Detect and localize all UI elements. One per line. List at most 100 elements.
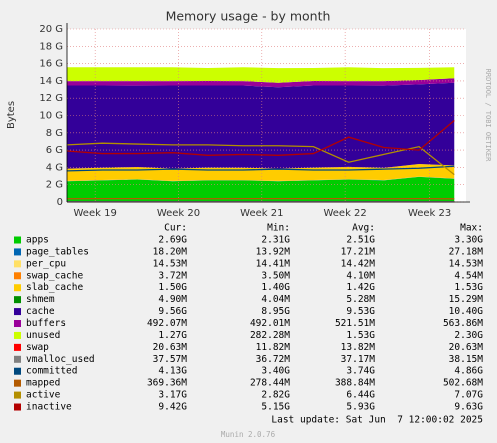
y-tick-label: 14 G: [39, 76, 63, 87]
legend-swatch: [14, 308, 21, 316]
legend-stat: 2.51G: [346, 235, 375, 246]
side-text: RRDTOOL / TOBI OETIKER: [484, 69, 492, 163]
legend-stat: 20.63M: [449, 342, 484, 353]
legend-stat: 5.28M: [346, 294, 375, 305]
legend-name: vmalloc_used: [26, 354, 95, 365]
legend-swatch: [14, 248, 21, 256]
legend-stat: 2.31G: [261, 235, 290, 246]
legend-stat: 4.04M: [261, 294, 290, 305]
y-tick-label: 2 G: [46, 180, 63, 191]
legend-swatch: [14, 403, 21, 411]
legend-name: active: [26, 390, 61, 401]
stacked-area: [67, 176, 455, 182]
legend-stat: 388.84M: [335, 378, 375, 389]
legend-stat: 37.17M: [341, 354, 376, 365]
legend-stat: 282.28M: [250, 330, 290, 341]
legend-stat: 14.41M: [256, 258, 291, 269]
legend-stat: 5.15G: [261, 402, 290, 413]
x-tick-label: Week 19: [74, 208, 117, 219]
y-tick-label: 0: [57, 197, 63, 208]
legend-stat: 1.53G: [454, 282, 483, 293]
stacked-area: [67, 82, 455, 169]
chart-title: Memory usage - by month: [166, 9, 331, 24]
legend-stat: 7.07G: [454, 390, 483, 401]
legend-stat: 1.40G: [261, 282, 290, 293]
legend-name: page_tables: [26, 246, 89, 257]
legend-stat: 27.18M: [449, 246, 484, 257]
y-tick-label: 10 G: [39, 111, 63, 122]
legend-stat: 369.36M: [147, 378, 187, 389]
legend-stat: 521.51M: [335, 318, 375, 329]
x-tick-label: Week 20: [157, 208, 200, 219]
legend-swatch: [14, 355, 21, 363]
legend-stat: 9.53G: [346, 306, 375, 317]
legend-stat: 20.63M: [153, 342, 188, 353]
legend-name: inactive: [26, 402, 72, 413]
stacked-area: [67, 67, 455, 83]
legend-stat: 502.68M: [443, 378, 483, 389]
y-tick-label: 16 G: [39, 59, 63, 70]
legend-swatch: [14, 379, 21, 387]
legend-stat: 8.95G: [261, 306, 290, 317]
legend-name: slab_cache: [26, 282, 83, 293]
legend-swatch: [14, 367, 21, 375]
legend-name: unused: [26, 330, 60, 341]
legend-swatch: [14, 296, 21, 304]
legend-swatch: [14, 391, 21, 399]
stacked-area: [67, 164, 455, 181]
last-update: Last update: Sat Jun 7 12:00:02 2025: [271, 415, 483, 426]
y-tick-label: 6 G: [46, 145, 63, 156]
legend-name: mapped: [26, 378, 60, 389]
legend-stat: 3.72M: [158, 270, 187, 281]
legend-stat: 4.86G: [454, 366, 483, 377]
legend-stat: 38.15M: [449, 354, 484, 365]
legend-stat: 17.21M: [341, 246, 376, 257]
legend-stat: 15.29M: [449, 294, 484, 305]
legend-stat: 2.30G: [454, 330, 483, 341]
column-header: Avg:: [352, 223, 375, 234]
line: [66, 165, 455, 172]
y-tick-label: 8 G: [46, 128, 63, 139]
legend-stat: 13.82M: [341, 342, 376, 353]
line: [66, 120, 455, 156]
stacked-area: [67, 176, 455, 182]
legend-stat: 6.44G: [346, 390, 375, 401]
legend-stat: 278.44M: [250, 378, 290, 389]
line: [66, 142, 455, 176]
y-axis-label: Bytes: [6, 101, 17, 129]
legend-stat: 13.92M: [256, 246, 291, 257]
legend-swatch: [14, 284, 21, 292]
legend-stat: 492.07M: [147, 318, 187, 329]
y-tick-label: 4 G: [46, 162, 63, 173]
column-header: Max:: [460, 223, 483, 234]
legend-stat: 18.20M: [153, 246, 188, 257]
legend-stat: 3.30G: [454, 235, 483, 246]
legend-stat: 5.93G: [346, 402, 375, 413]
legend-stat: 3.40G: [261, 366, 290, 377]
legend-stat: 9.56G: [158, 306, 187, 317]
legend-stat: 9.42G: [158, 402, 187, 413]
legend-stat: 11.82M: [256, 342, 291, 353]
legend-stat: 14.53M: [153, 258, 188, 269]
y-tick-label: 20 G: [39, 24, 63, 35]
column-header: Cur:: [164, 223, 187, 234]
legend-stat: 4.10M: [346, 270, 375, 281]
y-tick-label: 12 G: [39, 93, 63, 104]
legend-stat: 563.86M: [443, 318, 483, 329]
legend-name: swap: [26, 342, 49, 353]
legend-swatch: [14, 320, 21, 328]
legend-swatch: [14, 272, 21, 280]
stacked-area: [67, 176, 455, 202]
stacked-area: [67, 78, 455, 88]
x-tick-label: Week 21: [240, 208, 283, 219]
legend-stat: 2.69G: [158, 235, 187, 246]
column-header: Min:: [267, 223, 290, 234]
legend-stat: 14.42M: [341, 258, 376, 269]
legend-stat: 1.50G: [158, 282, 187, 293]
legend-stat: 3.50M: [261, 270, 290, 281]
legend-name: buffers: [26, 318, 66, 329]
x-tick-label: Week 23: [408, 208, 451, 219]
y-tick-label: 18 G: [39, 41, 63, 52]
legend-name: cache: [26, 306, 55, 317]
legend-swatch: [14, 331, 21, 339]
